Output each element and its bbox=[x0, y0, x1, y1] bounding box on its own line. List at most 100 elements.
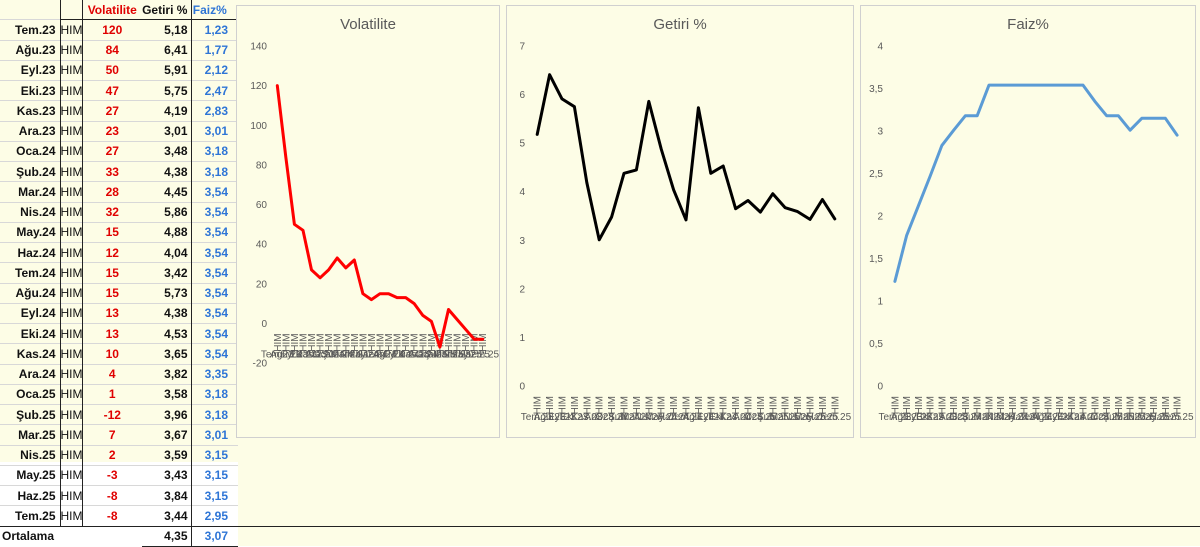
row-date: Şub.24 bbox=[0, 162, 60, 182]
average-faiz: 3,07 bbox=[191, 526, 238, 546]
row-getiri: 4,53 bbox=[142, 324, 191, 344]
row-getiri: 3,42 bbox=[142, 263, 191, 283]
row-date: Ağu.23 bbox=[0, 40, 60, 60]
y-tick-label: 3 bbox=[877, 127, 883, 138]
y-tick-label: 4 bbox=[877, 42, 883, 53]
row-him: HIM bbox=[60, 121, 82, 141]
row-him: HIM bbox=[60, 364, 82, 384]
row-him: HIM bbox=[60, 405, 82, 425]
row-volatilite: 2 bbox=[82, 445, 142, 465]
row-volatilite: 1 bbox=[82, 384, 142, 404]
header-date bbox=[0, 0, 60, 20]
row-faiz: 3,18 bbox=[191, 162, 238, 182]
row-him: HIM bbox=[60, 20, 82, 40]
row-faiz: 3,54 bbox=[191, 324, 238, 344]
row-him: HIM bbox=[60, 283, 82, 303]
row-him: HIM bbox=[60, 60, 82, 80]
row-faiz: 2,12 bbox=[191, 60, 238, 80]
row-getiri: 4,38 bbox=[142, 303, 191, 323]
row-faiz: 3,15 bbox=[191, 465, 238, 485]
row-getiri: 3,65 bbox=[142, 344, 191, 364]
row-date: Kas.24 bbox=[0, 344, 60, 364]
y-tick-label: 0 bbox=[519, 382, 525, 393]
row-volatilite: -8 bbox=[82, 506, 142, 526]
y-tick-label: 6 bbox=[519, 90, 525, 101]
row-him: HIM bbox=[60, 162, 82, 182]
chart-plot: 01234567HIMTem.23HIMAğu.23HIMEyl.23HIMEk… bbox=[507, 6, 853, 437]
row-him: HIM bbox=[60, 303, 82, 323]
row-him: HIM bbox=[60, 243, 82, 263]
row-getiri: 3,01 bbox=[142, 121, 191, 141]
y-tick-label: 40 bbox=[256, 240, 268, 251]
row-volatilite: 13 bbox=[82, 303, 142, 323]
x-tick-label: Tem.25 bbox=[466, 349, 499, 360]
row-date: Nis.25 bbox=[0, 445, 60, 465]
y-tick-label: 3,5 bbox=[869, 84, 883, 95]
y-tick-label: 1,5 bbox=[869, 254, 883, 265]
row-date: Oca.25 bbox=[0, 384, 60, 404]
row-getiri: 5,86 bbox=[142, 202, 191, 222]
row-faiz: 2,47 bbox=[191, 81, 238, 101]
row-date: Tem.24 bbox=[0, 263, 60, 283]
row-getiri: 6,41 bbox=[142, 40, 191, 60]
row-date: Tem.25 bbox=[0, 506, 60, 526]
row-date: Haz.25 bbox=[0, 486, 60, 506]
y-tick-label: 3 bbox=[519, 236, 525, 247]
row-volatilite: 4 bbox=[82, 364, 142, 384]
row-him: HIM bbox=[60, 40, 82, 60]
row-getiri: 4,88 bbox=[142, 222, 191, 242]
row-getiri: 3,84 bbox=[142, 486, 191, 506]
row-date: May.24 bbox=[0, 222, 60, 242]
row-volatilite: 7 bbox=[82, 425, 142, 445]
row-getiri: 4,19 bbox=[142, 101, 191, 121]
row-faiz: 3,18 bbox=[191, 405, 238, 425]
row-volatilite: 50 bbox=[82, 60, 142, 80]
row-volatilite: 10 bbox=[82, 344, 142, 364]
row-faiz: 3,54 bbox=[191, 263, 238, 283]
y-tick-label: 80 bbox=[256, 160, 268, 171]
y-tick-label: 2 bbox=[877, 212, 883, 223]
row-him: HIM bbox=[60, 344, 82, 364]
y-tick-label: 5 bbox=[519, 139, 525, 150]
row-him: HIM bbox=[60, 141, 82, 161]
row-faiz: 3,54 bbox=[191, 303, 238, 323]
y-tick-label: 0,5 bbox=[869, 339, 883, 350]
y-tick-label: 0 bbox=[877, 382, 883, 393]
row-getiri: 3,59 bbox=[142, 445, 191, 465]
row-volatilite: 15 bbox=[82, 283, 142, 303]
y-tick-label: 120 bbox=[250, 81, 267, 92]
row-volatilite: 27 bbox=[82, 141, 142, 161]
row-him: HIM bbox=[60, 202, 82, 222]
row-him: HIM bbox=[60, 425, 82, 445]
header-getiri: Getiri % bbox=[142, 0, 191, 20]
row-volatilite: -3 bbox=[82, 465, 142, 485]
row-volatilite: -8 bbox=[82, 486, 142, 506]
row-getiri: 5,73 bbox=[142, 283, 191, 303]
row-volatilite: 27 bbox=[82, 101, 142, 121]
y-tick-label: 7 bbox=[519, 42, 525, 53]
series-line bbox=[895, 85, 1177, 281]
header-volatilite: Volatilite bbox=[82, 0, 142, 20]
row-getiri: 3,58 bbox=[142, 384, 191, 404]
row-him: HIM bbox=[60, 384, 82, 404]
y-tick-label: 1 bbox=[519, 333, 525, 344]
row-getiri: 3,43 bbox=[142, 465, 191, 485]
row-date: Ara.24 bbox=[0, 364, 60, 384]
row-faiz: 3,15 bbox=[191, 445, 238, 465]
row-faiz: 3,01 bbox=[191, 425, 238, 445]
row-him: HIM bbox=[60, 222, 82, 242]
row-faiz: 3,54 bbox=[191, 344, 238, 364]
row-faiz: 3,54 bbox=[191, 182, 238, 202]
y-tick-label: 4 bbox=[519, 187, 525, 198]
row-faiz: 3,35 bbox=[191, 364, 238, 384]
row-getiri: 3,82 bbox=[142, 364, 191, 384]
x-tick-label: Tem.25 bbox=[1161, 412, 1194, 423]
row-date: Tem.23 bbox=[0, 20, 60, 40]
row-him: HIM bbox=[60, 486, 82, 506]
row-volatilite: 15 bbox=[82, 222, 142, 242]
row-him: HIM bbox=[60, 445, 82, 465]
row-getiri: 3,67 bbox=[142, 425, 191, 445]
row-volatilite: 32 bbox=[82, 202, 142, 222]
